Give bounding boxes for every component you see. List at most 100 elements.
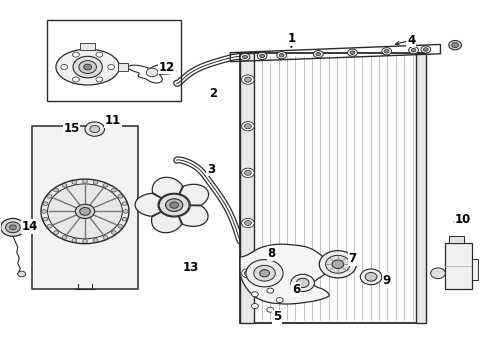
Bar	[118, 63, 128, 71]
Circle shape	[48, 184, 122, 239]
Circle shape	[79, 60, 97, 73]
Circle shape	[267, 288, 273, 293]
Circle shape	[53, 231, 58, 234]
Circle shape	[73, 52, 79, 57]
Circle shape	[111, 188, 116, 192]
Circle shape	[260, 270, 270, 277]
Circle shape	[245, 221, 251, 226]
Circle shape	[103, 184, 108, 187]
Circle shape	[382, 48, 392, 55]
Circle shape	[332, 260, 343, 269]
Circle shape	[245, 77, 251, 82]
Circle shape	[291, 274, 315, 292]
Circle shape	[43, 202, 48, 206]
Circle shape	[296, 278, 309, 288]
Circle shape	[360, 269, 382, 285]
Circle shape	[62, 235, 67, 239]
Circle shape	[90, 126, 99, 133]
Bar	[472, 259, 478, 280]
Circle shape	[41, 179, 129, 244]
Circle shape	[279, 53, 284, 57]
Circle shape	[73, 56, 102, 78]
Circle shape	[85, 122, 104, 136]
Circle shape	[431, 268, 445, 279]
Circle shape	[108, 64, 115, 69]
Circle shape	[122, 217, 127, 221]
Circle shape	[242, 75, 254, 84]
Circle shape	[18, 271, 25, 277]
Circle shape	[319, 251, 356, 278]
Circle shape	[80, 207, 90, 215]
Bar	[240, 53, 426, 323]
Circle shape	[251, 303, 258, 309]
Text: 1: 1	[287, 32, 295, 45]
Circle shape	[82, 240, 87, 243]
Circle shape	[326, 255, 350, 273]
Circle shape	[246, 260, 283, 287]
Text: 10: 10	[454, 213, 470, 226]
Circle shape	[9, 225, 16, 230]
Text: 7: 7	[348, 252, 357, 265]
Circle shape	[276, 298, 283, 303]
Circle shape	[245, 170, 251, 175]
Text: 15: 15	[63, 122, 80, 135]
Circle shape	[242, 122, 254, 131]
Polygon shape	[151, 212, 182, 233]
Circle shape	[159, 194, 189, 216]
Circle shape	[242, 269, 254, 278]
Circle shape	[42, 210, 47, 213]
Circle shape	[93, 239, 98, 242]
Circle shape	[242, 168, 254, 177]
Circle shape	[122, 202, 127, 206]
Ellipse shape	[56, 49, 120, 85]
Bar	[24, 224, 33, 231]
Circle shape	[267, 307, 273, 312]
Circle shape	[423, 48, 428, 51]
Bar	[240, 53, 254, 323]
Circle shape	[47, 194, 52, 198]
Text: 3: 3	[207, 163, 215, 176]
Circle shape	[96, 77, 103, 82]
Circle shape	[260, 54, 265, 58]
Circle shape	[170, 202, 178, 208]
Polygon shape	[135, 193, 161, 216]
Circle shape	[72, 181, 77, 184]
Circle shape	[147, 68, 158, 77]
Circle shape	[411, 48, 416, 52]
Text: 13: 13	[183, 261, 199, 274]
Bar	[32, 126, 138, 289]
Circle shape	[257, 52, 267, 59]
Circle shape	[240, 53, 250, 60]
Circle shape	[0, 219, 25, 236]
Text: 11: 11	[105, 114, 121, 127]
Polygon shape	[179, 206, 208, 226]
Circle shape	[84, 64, 92, 70]
Text: 6: 6	[292, 283, 300, 296]
Bar	[416, 53, 426, 323]
Circle shape	[118, 225, 123, 228]
Circle shape	[251, 292, 258, 297]
Circle shape	[277, 51, 287, 59]
Bar	[80, 42, 95, 50]
Circle shape	[384, 49, 389, 53]
Circle shape	[47, 225, 52, 228]
Text: 5: 5	[272, 310, 281, 324]
Circle shape	[75, 204, 95, 219]
Circle shape	[350, 51, 355, 54]
Text: 14: 14	[22, 220, 38, 233]
Circle shape	[421, 46, 431, 53]
Circle shape	[409, 46, 418, 54]
Circle shape	[93, 181, 98, 184]
Circle shape	[314, 50, 323, 58]
Circle shape	[245, 124, 251, 129]
Circle shape	[243, 55, 247, 59]
Polygon shape	[180, 184, 209, 205]
Circle shape	[5, 222, 20, 233]
Text: 9: 9	[383, 274, 391, 287]
Circle shape	[118, 194, 123, 198]
Text: 2: 2	[209, 87, 217, 100]
Circle shape	[365, 273, 377, 281]
Circle shape	[452, 42, 459, 48]
Circle shape	[111, 231, 116, 234]
Circle shape	[61, 64, 68, 69]
